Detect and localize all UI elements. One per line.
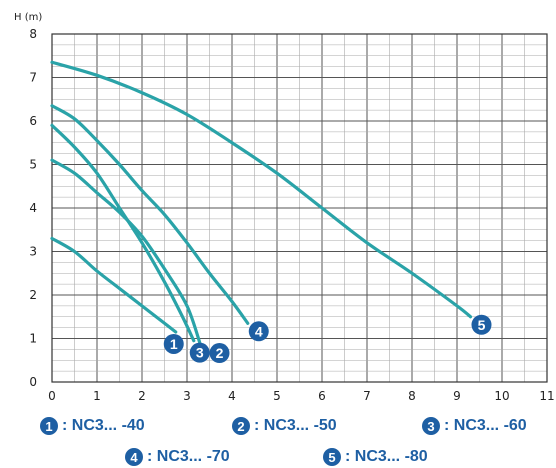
x-tick-label: 1 [93, 389, 101, 403]
svg-text:2: 2 [216, 345, 224, 361]
x-tick-label: 9 [453, 389, 461, 403]
legend-item-1: 1 : NC3... -40 [40, 415, 145, 437]
svg-text:5: 5 [478, 317, 486, 333]
x-axis-ticks: 0 1 2 3 4 5 6 7 8 9 10 11 [48, 389, 554, 403]
series-line-4 [50, 104, 250, 325]
legend-item-5: 5 : NC3... -80 [323, 446, 428, 468]
y-tick-label: 7 [29, 71, 37, 85]
y-tick-label: 6 [29, 114, 37, 128]
series-lines [50, 60, 473, 347]
x-tick-label: 10 [494, 389, 509, 403]
curve-badge-5: 5 [471, 314, 492, 335]
series-line-1 [50, 236, 178, 334]
x-tick-label: 5 [273, 389, 281, 403]
y-axis-label: H (m) [14, 12, 42, 23]
legend-label-1: : NC3... -40 [62, 417, 145, 434]
y-tick-label: 8 [29, 27, 37, 41]
legend-item-2: 2 : NC3... -50 [232, 415, 337, 437]
y-tick-label: 3 [29, 245, 37, 259]
curve-badge-3: 3 [189, 342, 210, 363]
svg-text:1: 1 [170, 336, 178, 352]
legend-label-2: : NC3... -50 [254, 417, 337, 434]
svg-text:4: 4 [255, 323, 263, 339]
legend-label-4: : NC3... -70 [147, 448, 230, 465]
y-tick-label: 4 [29, 201, 37, 215]
y-tick-label: 5 [29, 158, 37, 172]
legend-item-3: 3 : NC3... -60 [422, 415, 527, 437]
x-tick-label: 0 [48, 389, 56, 403]
badge-3-icon: 3 [422, 417, 440, 435]
curve-badge-2: 2 [209, 343, 230, 364]
badge-5-icon: 5 [323, 448, 341, 466]
badge-2-icon: 2 [232, 417, 250, 435]
y-tick-label: 0 [29, 375, 37, 389]
x-tick-label: 2 [138, 389, 146, 403]
legend-item-4: 4 : NC3... -70 [125, 446, 230, 468]
x-tick-label: 6 [318, 389, 326, 403]
series-line-5 [50, 60, 473, 319]
svg-text:3: 3 [196, 345, 204, 361]
curve-badge-1: 1 [163, 333, 184, 354]
badge-1-icon: 1 [40, 417, 58, 435]
legend: 1 : NC3... -40 2 : NC3... -50 3 : NC3...… [0, 410, 556, 468]
x-tick-label: 7 [363, 389, 371, 403]
x-tick-label: 8 [408, 389, 416, 403]
x-tick-label: 3 [183, 389, 191, 403]
series-line-3 [50, 123, 196, 343]
curve-badge-4: 4 [248, 321, 269, 342]
y-tick-label: 2 [29, 288, 37, 302]
y-tick-label: 1 [29, 332, 37, 346]
y-axis-ticks: 0 1 2 3 4 5 6 7 8 [29, 27, 37, 389]
x-tick-label: 4 [228, 389, 236, 403]
plot-frame [51, 33, 548, 383]
badge-4-icon: 4 [125, 448, 143, 466]
x-tick-label: 11 [539, 389, 554, 403]
legend-label-3: : NC3... -60 [444, 417, 527, 434]
legend-label-5: : NC3... -80 [345, 448, 428, 465]
